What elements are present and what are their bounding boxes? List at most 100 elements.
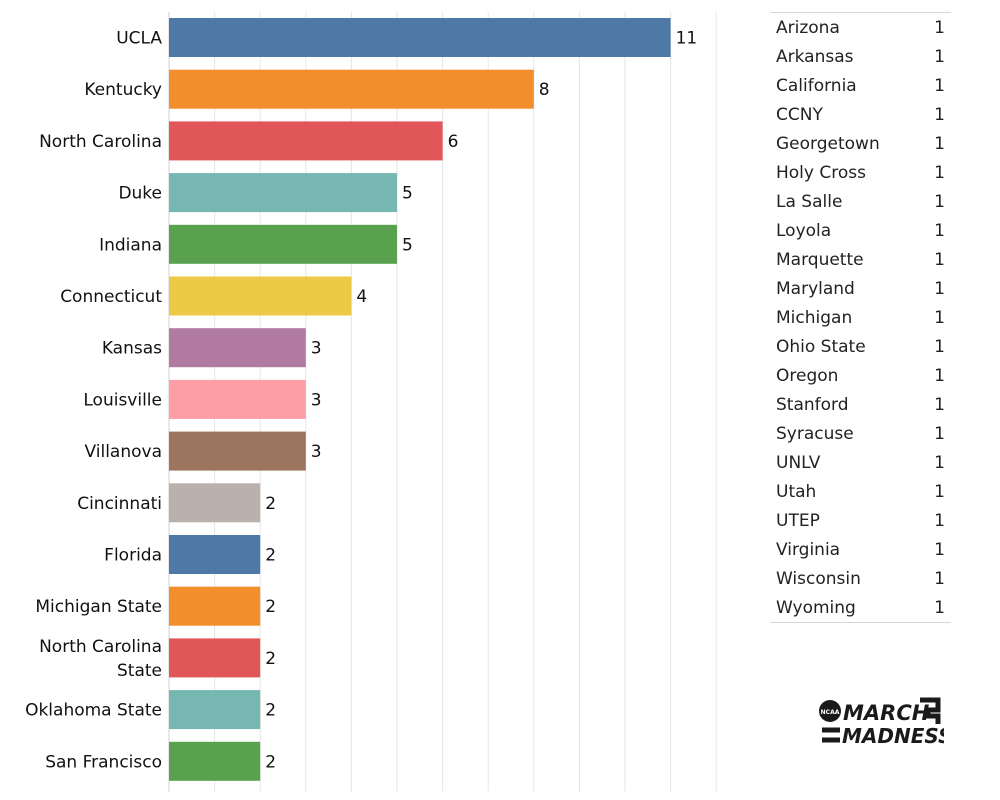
value-label: 11 <box>676 29 698 49</box>
bar-chart-area: UCLA 11 Kentucky 8 North Carolina 6 Duke 5 India… <box>25 12 717 792</box>
bar[interactable] <box>169 121 443 161</box>
table-row: Michigan 1 <box>770 303 951 332</box>
bar[interactable] <box>169 741 261 781</box>
title-count: 1 <box>934 597 945 618</box>
category-label: North Carolina <box>39 132 162 152</box>
team-name: Georgetown <box>776 133 880 154</box>
bar[interactable] <box>169 586 261 626</box>
value-label: 2 <box>265 494 276 514</box>
table-row: CCNY 1 <box>770 100 951 129</box>
table-row: Virginia 1 <box>770 535 951 564</box>
table-row: Loyola 1 <box>770 216 951 245</box>
table-row: Stanford 1 <box>770 390 951 419</box>
title-count: 1 <box>934 220 945 241</box>
category-label: Connecticut <box>60 287 162 307</box>
team-name: Marquette <box>776 249 864 270</box>
title-count: 1 <box>934 307 945 328</box>
category-label: Kansas <box>102 339 162 359</box>
title-count: 1 <box>934 75 945 96</box>
team-name: Maryland <box>776 278 855 299</box>
value-label: 8 <box>539 80 550 100</box>
bar[interactable] <box>169 483 261 523</box>
team-name: UTEP <box>776 510 820 531</box>
table-row: Marquette 1 <box>770 245 951 274</box>
value-label: 2 <box>265 701 276 721</box>
title-count: 1 <box>934 365 945 386</box>
category-label: Louisville <box>83 390 162 410</box>
title-count: 1 <box>934 568 945 589</box>
table-row: La Salle 1 <box>770 187 951 216</box>
team-name: Arizona <box>776 17 840 38</box>
table-row: Wisconsin 1 <box>770 564 951 593</box>
title-count: 1 <box>934 423 945 444</box>
bar[interactable] <box>169 173 397 213</box>
table-row: Utah 1 <box>770 477 951 506</box>
team-count-table: Arizona 1 Arkansas 1 California 1 CCNY 1 Georget… <box>770 12 951 623</box>
team-name: Holy Cross <box>776 162 866 183</box>
table-row: California 1 <box>770 71 951 100</box>
team-name: La Salle <box>776 191 843 212</box>
title-count: 1 <box>934 452 945 473</box>
team-name: Ohio State <box>776 336 866 357</box>
title-count: 1 <box>934 510 945 531</box>
table-row: Wyoming 1 <box>770 593 951 622</box>
ncaa-badge-text: NCAA <box>821 709 840 716</box>
team-name: Utah <box>776 481 817 502</box>
category-label: San Francisco <box>45 752 162 772</box>
team-name: Stanford <box>776 394 849 415</box>
title-count: 1 <box>934 191 945 212</box>
category-label: Villanova <box>85 442 163 462</box>
value-label: 2 <box>265 546 276 566</box>
value-label: 5 <box>402 184 413 204</box>
bar[interactable] <box>169 18 671 57</box>
table-row: Syracuse 1 <box>770 419 951 448</box>
bar[interactable] <box>169 431 306 471</box>
table-row: Oregon 1 <box>770 361 951 390</box>
team-name: Virginia <box>776 539 841 560</box>
title-count: 1 <box>934 104 945 125</box>
table-row: Ohio State 1 <box>770 332 951 361</box>
value-label: 4 <box>356 287 367 307</box>
title-count: 1 <box>934 249 945 270</box>
category-label: Oklahoma State <box>25 701 162 721</box>
team-name: UNLV <box>776 452 821 473</box>
bar[interactable] <box>169 690 261 730</box>
team-name: CCNY <box>776 104 823 125</box>
category-label: Indiana <box>99 235 162 255</box>
value-label: 3 <box>311 390 322 410</box>
title-count: 1 <box>934 46 945 67</box>
bar[interactable] <box>169 328 306 368</box>
category-label: UCLA <box>116 29 162 49</box>
table-row: Maryland 1 <box>770 274 951 303</box>
bar[interactable] <box>169 638 261 678</box>
value-label: 2 <box>265 649 276 669</box>
team-name: California <box>776 75 857 96</box>
value-label: 2 <box>265 752 276 772</box>
team-name: Syracuse <box>776 423 854 444</box>
category-label: Cincinnati <box>77 494 162 514</box>
category-label: North Carolina State <box>39 637 162 681</box>
title-count: 1 <box>934 17 945 38</box>
value-label: 2 <box>265 597 276 617</box>
title-count: 1 <box>934 133 945 154</box>
team-name: Oregon <box>776 365 839 386</box>
march-madness-logo: NCAA MARCH MADNESS <box>816 694 952 752</box>
bar[interactable] <box>169 69 534 109</box>
title-count: 1 <box>934 162 945 183</box>
title-count: 1 <box>934 278 945 299</box>
team-name: Arkansas <box>776 46 854 67</box>
category-label: Michigan State <box>35 597 162 617</box>
table-row: Arkansas 1 <box>770 42 951 71</box>
team-name: Michigan <box>776 307 853 328</box>
bar[interactable] <box>169 379 306 419</box>
bar[interactable] <box>169 276 352 316</box>
bar[interactable] <box>169 224 397 264</box>
category-label: Florida <box>104 546 162 566</box>
value-label: 5 <box>402 235 413 255</box>
bracket-icon <box>822 697 941 743</box>
bar[interactable] <box>169 535 261 574</box>
value-label: 3 <box>311 442 322 462</box>
bar-chart: UCLA 11 Kentucky 8 North Carolina 6 Duke 5 India… <box>25 12 717 792</box>
ncaa-badge-icon <box>819 700 841 722</box>
title-count: 1 <box>934 394 945 415</box>
